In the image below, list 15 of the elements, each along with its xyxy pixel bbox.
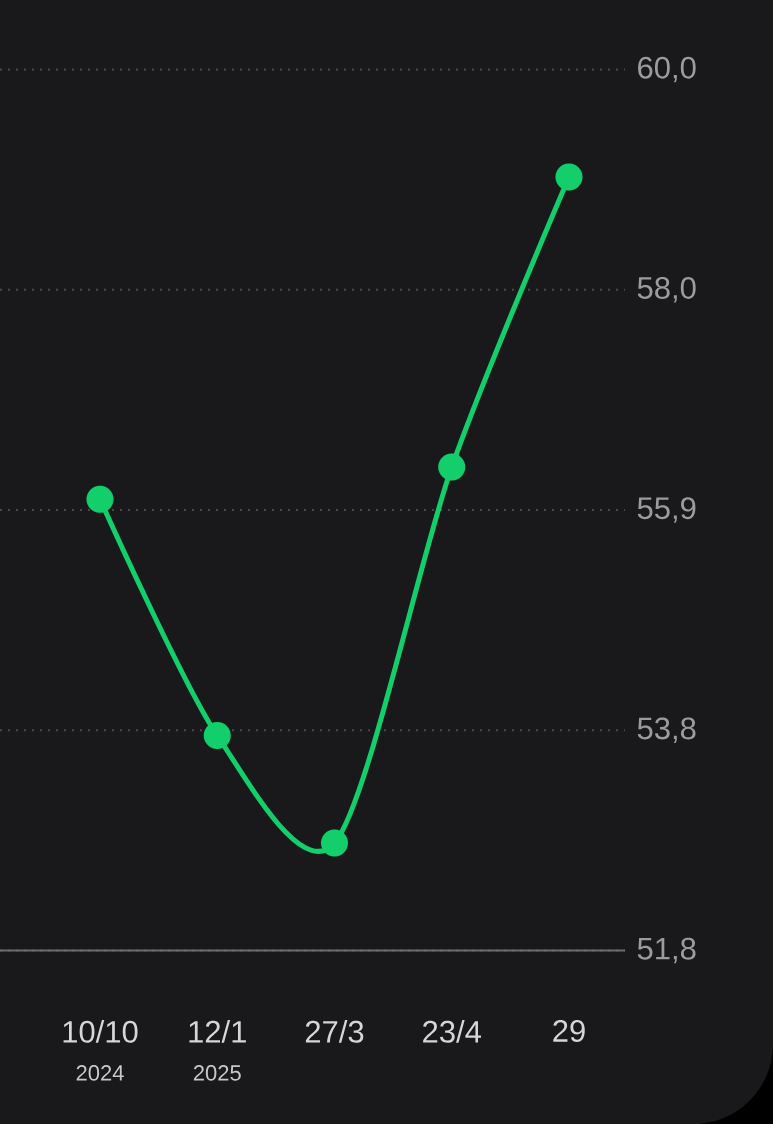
x-tick-label: 23/4 xyxy=(423,1020,482,1043)
point xyxy=(555,163,583,191)
y-tick-label: 53,8 xyxy=(637,717,696,744)
x-tick-label: 29 xyxy=(553,1020,585,1042)
y-tick-label: 60,0 xyxy=(638,56,696,83)
y-tick-label: 55,9 xyxy=(637,497,696,523)
point xyxy=(86,485,114,513)
x-tick-label: 12/1 2025 xyxy=(189,1020,246,1081)
x-tick-label: 10/10 2024 xyxy=(63,1020,138,1081)
y-tick-label: 58,0 xyxy=(637,276,696,303)
point xyxy=(203,722,231,750)
x-tick-label: 27/3 xyxy=(305,1020,364,1043)
y-tick-label: 51,8 xyxy=(637,937,696,964)
point xyxy=(320,829,349,857)
point xyxy=(438,453,466,481)
